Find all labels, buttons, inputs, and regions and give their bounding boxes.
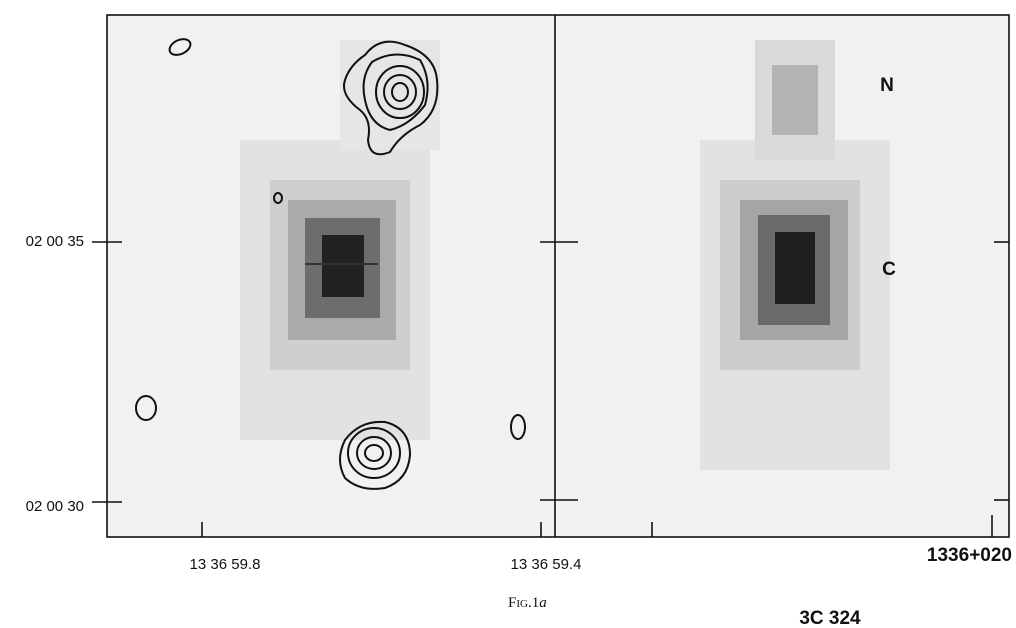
- source-name: 1336+020: [927, 545, 1012, 566]
- x-label: 13 36 59.4: [511, 556, 582, 573]
- radio-contours: [135, 38, 526, 490]
- axes-frame: [92, 14, 1010, 538]
- y-label: 02 00 30: [26, 498, 84, 515]
- figure-caption: Fig.1a: [508, 595, 547, 611]
- x-label: 13 36 59.8: [190, 556, 261, 573]
- marker-label: N: [880, 75, 894, 96]
- y-label: 02 00 35: [26, 233, 84, 250]
- object-name: 3C 324: [799, 608, 861, 628]
- right-image: [700, 40, 890, 470]
- caption-text: Fig.1: [508, 595, 539, 611]
- marker-label: C: [882, 259, 896, 280]
- caption-panel: a: [539, 595, 547, 611]
- left-image: [240, 40, 440, 440]
